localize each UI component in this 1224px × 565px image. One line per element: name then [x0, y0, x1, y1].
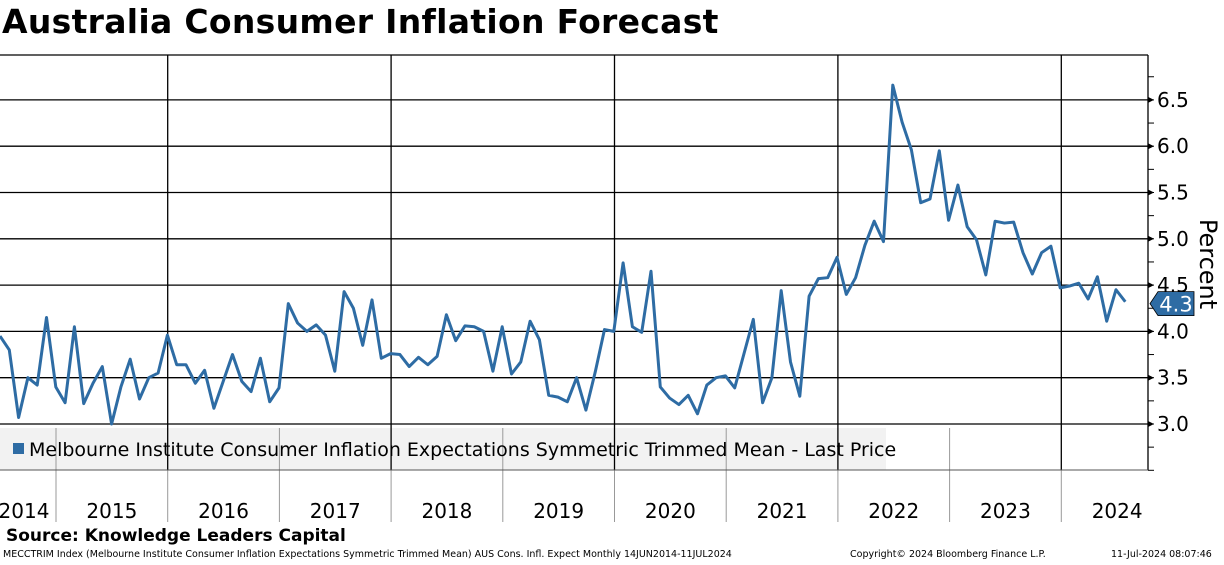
y-axis-label: Percent: [1194, 219, 1222, 309]
x-tick-label: 2022: [868, 499, 919, 523]
x-tick-label: 2024: [1092, 499, 1143, 523]
legend-swatch: [13, 443, 24, 454]
last-value-label: 4.3: [1159, 293, 1192, 317]
y-tick-label: 6.0: [1157, 134, 1189, 158]
x-tick-label: 2021: [757, 499, 808, 523]
footer-timestamp: 11-Jul-2024 08:07:46: [1111, 549, 1212, 560]
footer-ticker: MECCTRIM Index (Melbourne Institute Cons…: [3, 549, 732, 560]
last-value-tag: [1149, 291, 1195, 317]
y-tick-label: 4.0: [1157, 319, 1189, 343]
x-tick-label: 2014: [0, 499, 49, 523]
x-tick-label: 2015: [86, 499, 137, 523]
legend-background: [0, 428, 886, 470]
y-tick-label: 3.0: [1157, 412, 1189, 436]
footer-copyright: Copyright© 2024 Bloomberg Finance L.P.: [850, 549, 1046, 560]
x-tick-label: 2019: [533, 499, 584, 523]
x-tick-label: 2018: [421, 499, 472, 523]
series-line: [0, 83, 1127, 426]
y-tick-label: 3.5: [1157, 366, 1189, 390]
x-tick-label: 2016: [198, 499, 249, 523]
x-tick-label: 2023: [980, 499, 1031, 523]
y-tick-label: 6.5: [1157, 88, 1189, 112]
source-note: Source: Knowledge Leaders Capital: [6, 526, 346, 546]
y-tick-label: 5.5: [1157, 181, 1189, 205]
x-tick-label: 2017: [310, 499, 361, 523]
legend-label: Melbourne Institute Consumer Inflation E…: [29, 439, 896, 461]
x-tick-label: 2020: [645, 499, 696, 523]
y-tick-label: 5.0: [1157, 227, 1189, 251]
chart-title: Australia Consumer Inflation Forecast: [2, 2, 719, 41]
